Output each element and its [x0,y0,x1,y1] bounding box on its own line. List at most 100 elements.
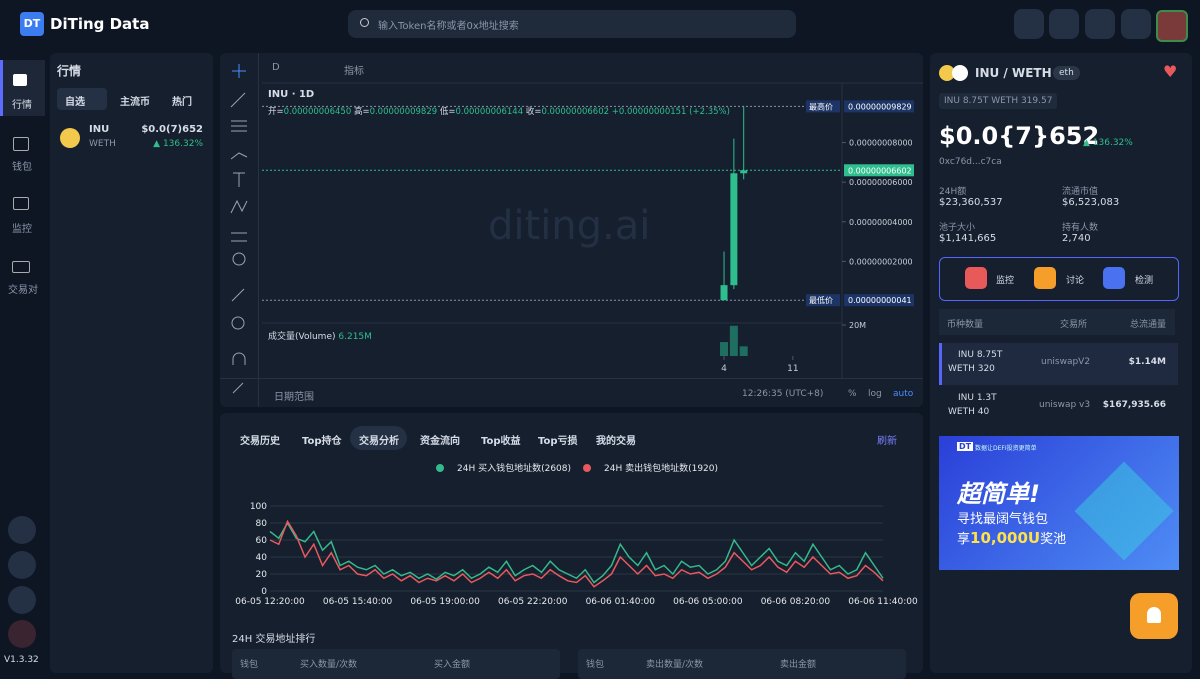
banner-art [1074,461,1174,561]
banner-prefix: 享 [957,532,971,547]
pair-price: $0.0{7}652 [939,122,1100,150]
notification-button[interactable] [1130,593,1178,639]
feedback-link[interactable] [8,620,36,648]
search-box[interactable]: 输入Token名称或者0x地址搜索 [348,10,796,38]
change-value: 136.32% [162,139,203,149]
tab[interactable]: Top亏损 [538,436,578,447]
logo[interactable]: DT [20,12,44,36]
candle-body [730,173,738,286]
panel-title: 行情 [57,64,82,78]
refresh-button[interactable]: 刷新 [877,436,897,447]
favorite-button[interactable]: ♥ [1163,62,1178,81]
scale-option[interactable]: auto [893,389,914,399]
y-tick-label: 0.00000002000 [849,257,913,266]
banner-tagline: 数据让DEFI投资更简单 [975,445,1037,452]
bottom-bar [220,378,923,379]
search-icon [360,18,369,27]
chain-tag: eth [1053,66,1080,80]
stat-label: 24H额 [939,187,967,197]
candle-body [720,285,728,301]
ohlc-label: 高= [353,107,370,117]
ohlc-label: 开= [268,107,284,117]
price-tag [806,294,840,307]
pair-name: INU / WETH [975,66,1052,80]
table-row-active[interactable] [939,343,1178,385]
date-range[interactable]: 日期范围 [274,392,314,403]
tab[interactable]: 交易历史 [240,436,280,447]
sidebar-active [0,60,45,116]
brand: DiTing Data [50,15,150,33]
legend-label: 24H 买入钱包地址数(2608) [457,462,571,474]
telegram-link[interactable] [8,516,36,544]
token-symbol[interactable]: INU [89,124,110,135]
scale-option[interactable]: log [868,389,882,399]
price-tag-label: 最低价 [809,295,833,305]
tab[interactable]: 我的交易 [596,436,636,447]
action-label[interactable]: 监控 [996,276,1015,286]
section-title: 24H 交易地址排行 [232,634,316,645]
tab[interactable]: 交易分析 [359,436,399,447]
twitter-link[interactable] [8,551,36,579]
action-label[interactable]: 检测 [1135,276,1154,286]
promo-banner[interactable]: DT 数据让DEFI投资更简单 超简单! 寻找最阔气钱包 享10,000U奖池 [939,436,1179,570]
action-label[interactable]: 讨论 [1066,276,1085,286]
nav-item[interactable]: 交易对 [8,285,38,296]
stat-value: $1,141,665 [939,233,997,244]
tab[interactable]: Top收益 [481,436,521,447]
stat-value: $23,360,537 [939,197,1003,208]
token-price: $0.0(7)652 [141,124,203,135]
token-change: ▲ 136.32% [153,139,203,149]
wallet-button[interactable] [1049,9,1079,39]
x-tick-label: 06-06 11:40:00 [848,597,918,607]
nav-item[interactable]: 行情 [12,100,32,111]
tab[interactable]: 热门 [172,97,192,108]
action-icon[interactable] [1034,267,1056,289]
table-header: 卖出数量/次数 [646,660,704,670]
table-header: 钱包 [240,660,259,670]
ohlc-value: 0.00000006602 [541,107,610,117]
tool-icons [230,64,248,394]
volume-value: 6.215M [338,332,372,342]
avatar[interactable] [1156,10,1188,42]
tab[interactable]: Top持仓 [302,436,342,447]
cell: uniswapV2 [1041,357,1091,367]
tab[interactable]: 主流币 [120,97,150,108]
table-header: 买入数量/次数 [300,660,358,670]
bell-icon [1147,607,1161,623]
interval-button[interactable]: D [272,62,280,73]
indicator-button[interactable]: 指标 [344,66,364,77]
nav-icon [13,197,29,210]
action-box [939,257,1179,301]
x-tick-label: 06-05 19:00:00 [410,597,480,607]
nav-item[interactable]: 监控 [12,224,32,235]
download-button[interactable] [1014,9,1044,39]
ohlc-value: 0.00000006450 [283,107,352,117]
token-icon [60,128,80,148]
address[interactable]: 0xc76d...c7ca [939,157,1002,167]
price-badge-label: 0.00000009829 [848,102,912,111]
scale-option[interactable]: % [848,389,857,399]
tab[interactable]: 资金流向 [420,436,460,447]
nav-icon [13,137,29,151]
ohlc-change: +0.00000000151 (+2.35%) [611,107,730,117]
ohlc-line: 开=0.00000006450 高=0.00000009829 低=0.0000… [268,105,730,117]
discord-link[interactable] [8,586,36,614]
cell: $1.14M [1128,357,1166,367]
legend-marker [583,464,591,472]
edit-button[interactable] [1085,9,1115,39]
price-badge [844,164,914,177]
analysis-panel: 交易历史 Top持仓 交易分析 资金流向 Top收益 Top亏损 我的交易 刷新 24H 交… [220,413,923,679]
banner-offer: 享10,000U奖池 [957,528,1066,547]
candle-body [740,170,748,174]
up-arrow: ▲ [153,139,163,149]
tab-active[interactable] [57,88,107,110]
tab[interactable]: 自选 [65,97,85,108]
nav-item[interactable]: 钱包 [12,162,32,173]
pair-panel: INU / WETH eth ♥ INU 8.75T WETH 319.57 $… [930,53,1192,673]
language-button[interactable] [1121,9,1151,39]
action-icon[interactable] [965,267,987,289]
action-icon[interactable] [1103,267,1125,289]
cell[interactable]: INU 1.3T [958,393,997,403]
quote-icon [952,65,968,81]
